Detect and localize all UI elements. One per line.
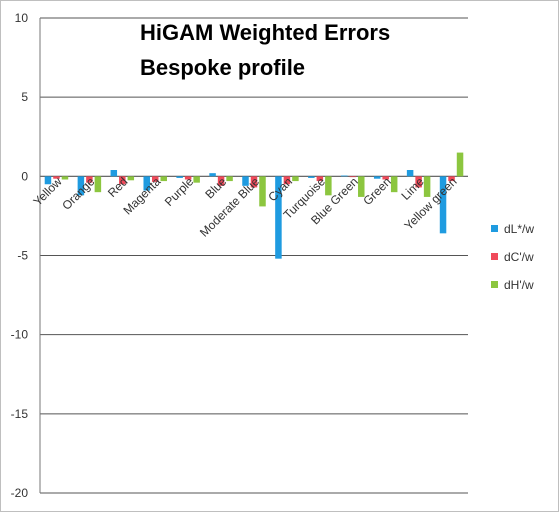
y-tick-label: 0 [21, 169, 28, 183]
y-tick-label: 5 [21, 90, 28, 104]
bar [44, 176, 52, 185]
y-tick-label: -10 [11, 328, 29, 342]
bar [423, 176, 431, 197]
y-tick-label: -5 [17, 249, 28, 263]
bar [242, 176, 249, 186]
bar [341, 175, 348, 177]
legend-label: dC'/w [504, 250, 534, 264]
bar [217, 176, 225, 186]
x-tick-label: Magenta [120, 174, 163, 217]
bar [209, 173, 216, 177]
legend: dL*/w dC'/w dH'/w [491, 222, 534, 292]
bar [61, 176, 69, 180]
bar [325, 176, 332, 196]
bar [456, 152, 464, 177]
bar [86, 176, 93, 183]
bar [176, 176, 183, 178]
y-tick-label: 10 [15, 11, 29, 25]
bar [439, 176, 447, 234]
bar [349, 176, 357, 178]
bar [373, 176, 381, 179]
grid [39, 17, 468, 494]
y-tick-label: -20 [11, 486, 29, 500]
bar [226, 176, 233, 182]
bar [250, 176, 258, 188]
bar [127, 176, 135, 181]
y-tick-labels: 10 5 0 -5 -10 -15 -20 [11, 11, 29, 500]
bar [275, 176, 282, 259]
chart-subtitle: Bespoke profile [140, 55, 305, 80]
legend-swatch [491, 253, 498, 260]
bar [77, 176, 85, 196]
x-tick-label: Red [105, 175, 130, 200]
bar [110, 170, 118, 177]
bar [406, 170, 414, 177]
bar [184, 176, 192, 180]
x-tick-label: Purple [162, 174, 197, 209]
x-tick-label: Blue [202, 174, 229, 201]
bar [316, 176, 324, 182]
bar [308, 176, 315, 178]
bar [53, 176, 60, 179]
bar [143, 176, 150, 191]
bar [259, 176, 266, 207]
x-tick-label: Lime [398, 174, 427, 203]
bar [283, 176, 291, 185]
y-tick-label: -15 [11, 407, 29, 421]
x-tick-label: Green [360, 175, 393, 208]
bar [390, 176, 398, 193]
legend-label: dH'/w [504, 278, 534, 292]
bar [358, 176, 365, 197]
bar [193, 176, 200, 183]
bars [44, 152, 464, 259]
bar [94, 176, 102, 193]
x-tick-label: Moderate Blue [197, 174, 262, 239]
legend-swatch [491, 225, 498, 232]
bar [119, 176, 126, 185]
legend-label: dL*/w [504, 222, 534, 236]
bar [382, 176, 389, 180]
bar [292, 176, 299, 182]
bar [151, 176, 159, 182]
bar [448, 176, 455, 182]
chart-title: HiGAM Weighted Errors [140, 20, 390, 45]
bar [160, 176, 167, 182]
legend-swatch [491, 281, 498, 288]
bar [415, 176, 422, 188]
